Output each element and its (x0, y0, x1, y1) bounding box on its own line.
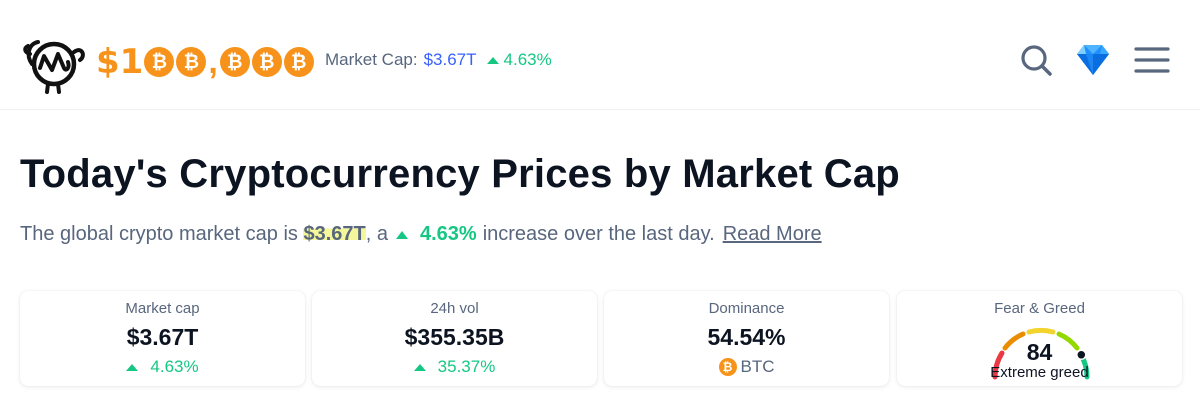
card-label: Fear & Greed (994, 300, 1085, 317)
market-cap-change: 4.63% (486, 50, 552, 70)
brand-prefix: $1 (96, 42, 144, 82)
card-value: $3.67T (126, 324, 199, 350)
summary-text-mid: , a (365, 223, 388, 245)
card-label: 24h vol (430, 300, 479, 317)
card-value: $355.35B (404, 324, 505, 350)
bitcoin-icon: ₿ (718, 358, 737, 376)
top-header: $1 ₿ ₿ , ₿ ₿ ₿ Market Cap: $3.67T 4.63% (0, 0, 1200, 110)
caret-up-icon (126, 363, 139, 371)
brand-comma: , (208, 43, 218, 81)
card-24h-volume[interactable]: 24h vol $355.35B 35.37% (312, 291, 597, 386)
dominance-coin: ₿ BTC (604, 357, 889, 377)
bitcoin-icon: ₿ (251, 47, 282, 77)
card-change-value: 4.63% (150, 357, 199, 376)
dominance-coin-label: BTC (740, 357, 775, 376)
search-icon[interactable] (1016, 40, 1056, 80)
market-cap-value[interactable]: $3.67T (423, 50, 477, 69)
card-change: 4.63% (20, 357, 305, 377)
card-value: 54.54% (707, 324, 786, 350)
card-dominance[interactable]: Dominance 54.54% ₿ BTC (604, 291, 889, 386)
diamond-icon[interactable] (1073, 40, 1113, 80)
caret-up-icon (413, 363, 426, 371)
header-market-cap: Market Cap: $3.67T 4.63% (325, 50, 552, 70)
price-brand[interactable]: $1 ₿ ₿ , ₿ ₿ ₿ (96, 44, 315, 80)
summary-text-before: The global crypto market cap is (20, 223, 298, 245)
fear-greed-status: Extreme greed (990, 364, 1089, 381)
fear-greed-value: 84 (1026, 339, 1053, 365)
bitcoin-icon: ₿ (144, 47, 175, 77)
card-fear-greed[interactable]: Fear & Greed 84 Extreme greed (897, 291, 1182, 386)
page-title: Today's Cryptocurrency Prices by Market … (20, 152, 900, 196)
market-cap-label: Market Cap: (325, 50, 418, 69)
bitcoin-icon: ₿ (219, 47, 250, 77)
bitcoin-icon: ₿ (283, 47, 314, 77)
summary-change: 4.63% (395, 223, 477, 246)
menu-icon[interactable] (1132, 40, 1172, 80)
summary-market-cap-value: $3.67T (303, 223, 366, 246)
card-change-value: 35.37% (437, 357, 496, 376)
stats-cards: Market cap $3.67T 4.63% 24h vol $355.35B… (20, 291, 1182, 386)
card-label: Dominance (708, 300, 785, 317)
logo-icon[interactable] (22, 34, 88, 94)
fear-greed-gauge (992, 327, 1090, 380)
bitcoin-icon: ₿ (176, 47, 207, 77)
card-change: 35.37% (312, 357, 597, 377)
summary-change-value: 4.63% (419, 223, 477, 245)
caret-up-icon (486, 56, 499, 64)
market-summary: The global crypto market cap is $3.67T, … (20, 223, 822, 246)
summary-text-after: increase over the last day. (482, 223, 715, 245)
card-market-cap[interactable]: Market cap $3.67T 4.63% (20, 291, 305, 386)
caret-up-icon (395, 230, 408, 239)
market-cap-change-value: 4.63% (503, 50, 552, 69)
read-more-link[interactable]: Read More (722, 223, 822, 245)
card-label: Market cap (125, 300, 200, 317)
